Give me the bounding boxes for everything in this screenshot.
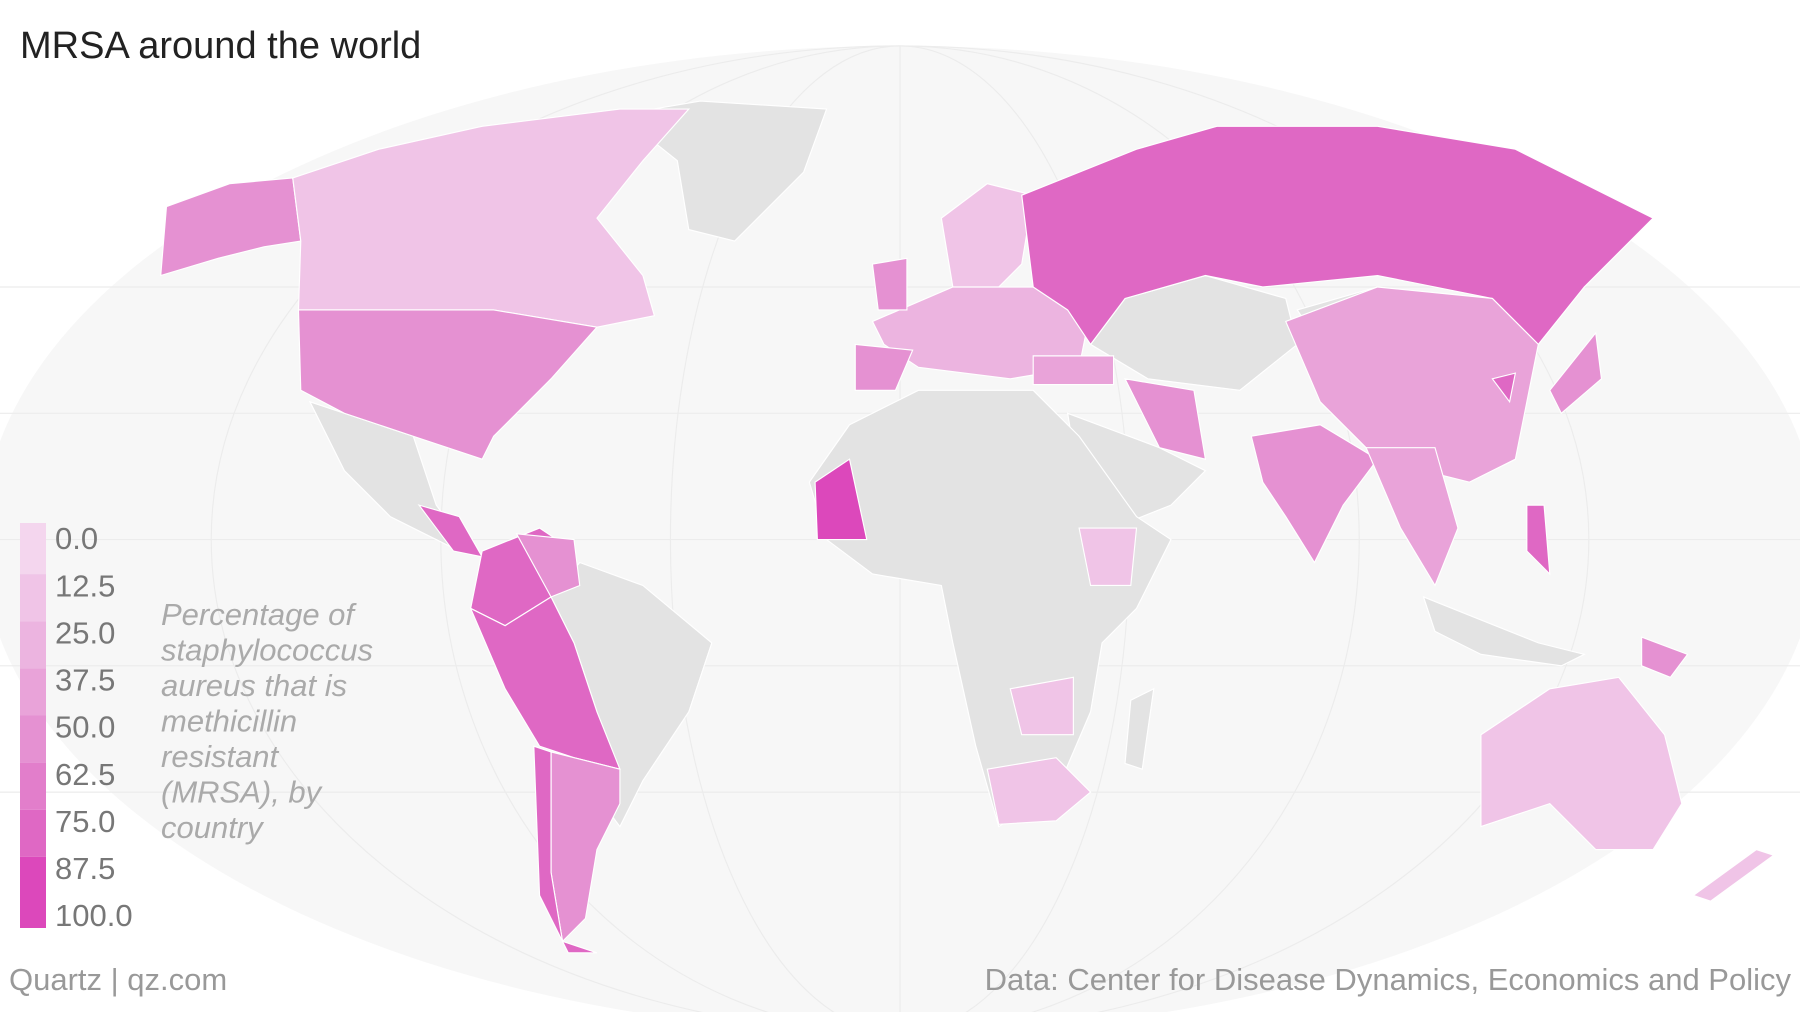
legend-swatch xyxy=(20,621,46,669)
legend-swatch xyxy=(20,523,46,575)
legend-caption: staphylococcus xyxy=(161,633,373,668)
legend-swatch xyxy=(20,809,46,857)
legend-swatch xyxy=(20,715,46,763)
credit: Quartz | qz.com xyxy=(9,962,227,997)
legend: 0.0 12.5 25.0 37.5 50.0 62.5 75.0 87.5 100.0 Perc… xyxy=(20,521,373,933)
legend-caption: (MRSA), by xyxy=(161,775,324,810)
legend-caption: methicillin xyxy=(161,704,297,739)
legend-tick-label: 100.0 xyxy=(55,898,133,933)
legend-swatch xyxy=(20,574,46,622)
legend-swatch xyxy=(20,668,46,716)
chart-title: MRSA around the world xyxy=(20,25,421,67)
legend-tick-label: 50.0 xyxy=(55,710,115,745)
map xyxy=(0,45,1800,1012)
legend-caption: Percentage of xyxy=(161,597,357,632)
legend-caption: country xyxy=(161,810,265,845)
legend-swatch xyxy=(20,856,46,928)
legend-tick-label: 12.5 xyxy=(55,568,115,603)
legend-tick-label: 75.0 xyxy=(55,804,115,839)
legend-caption: resistant xyxy=(161,739,280,774)
countries xyxy=(160,108,1775,954)
source: Data: Center for Disease Dynamics, Econo… xyxy=(985,962,1792,997)
legend-caption: aureus that is xyxy=(161,668,347,703)
legend-swatch xyxy=(20,762,46,810)
legend-tick-label: 25.0 xyxy=(55,615,115,650)
legend-tick-label: 0.0 xyxy=(55,521,98,556)
legend-tick-label: 87.5 xyxy=(55,851,115,886)
legend-tick-label: 37.5 xyxy=(55,663,115,698)
legend-tick-label: 62.5 xyxy=(55,757,115,792)
